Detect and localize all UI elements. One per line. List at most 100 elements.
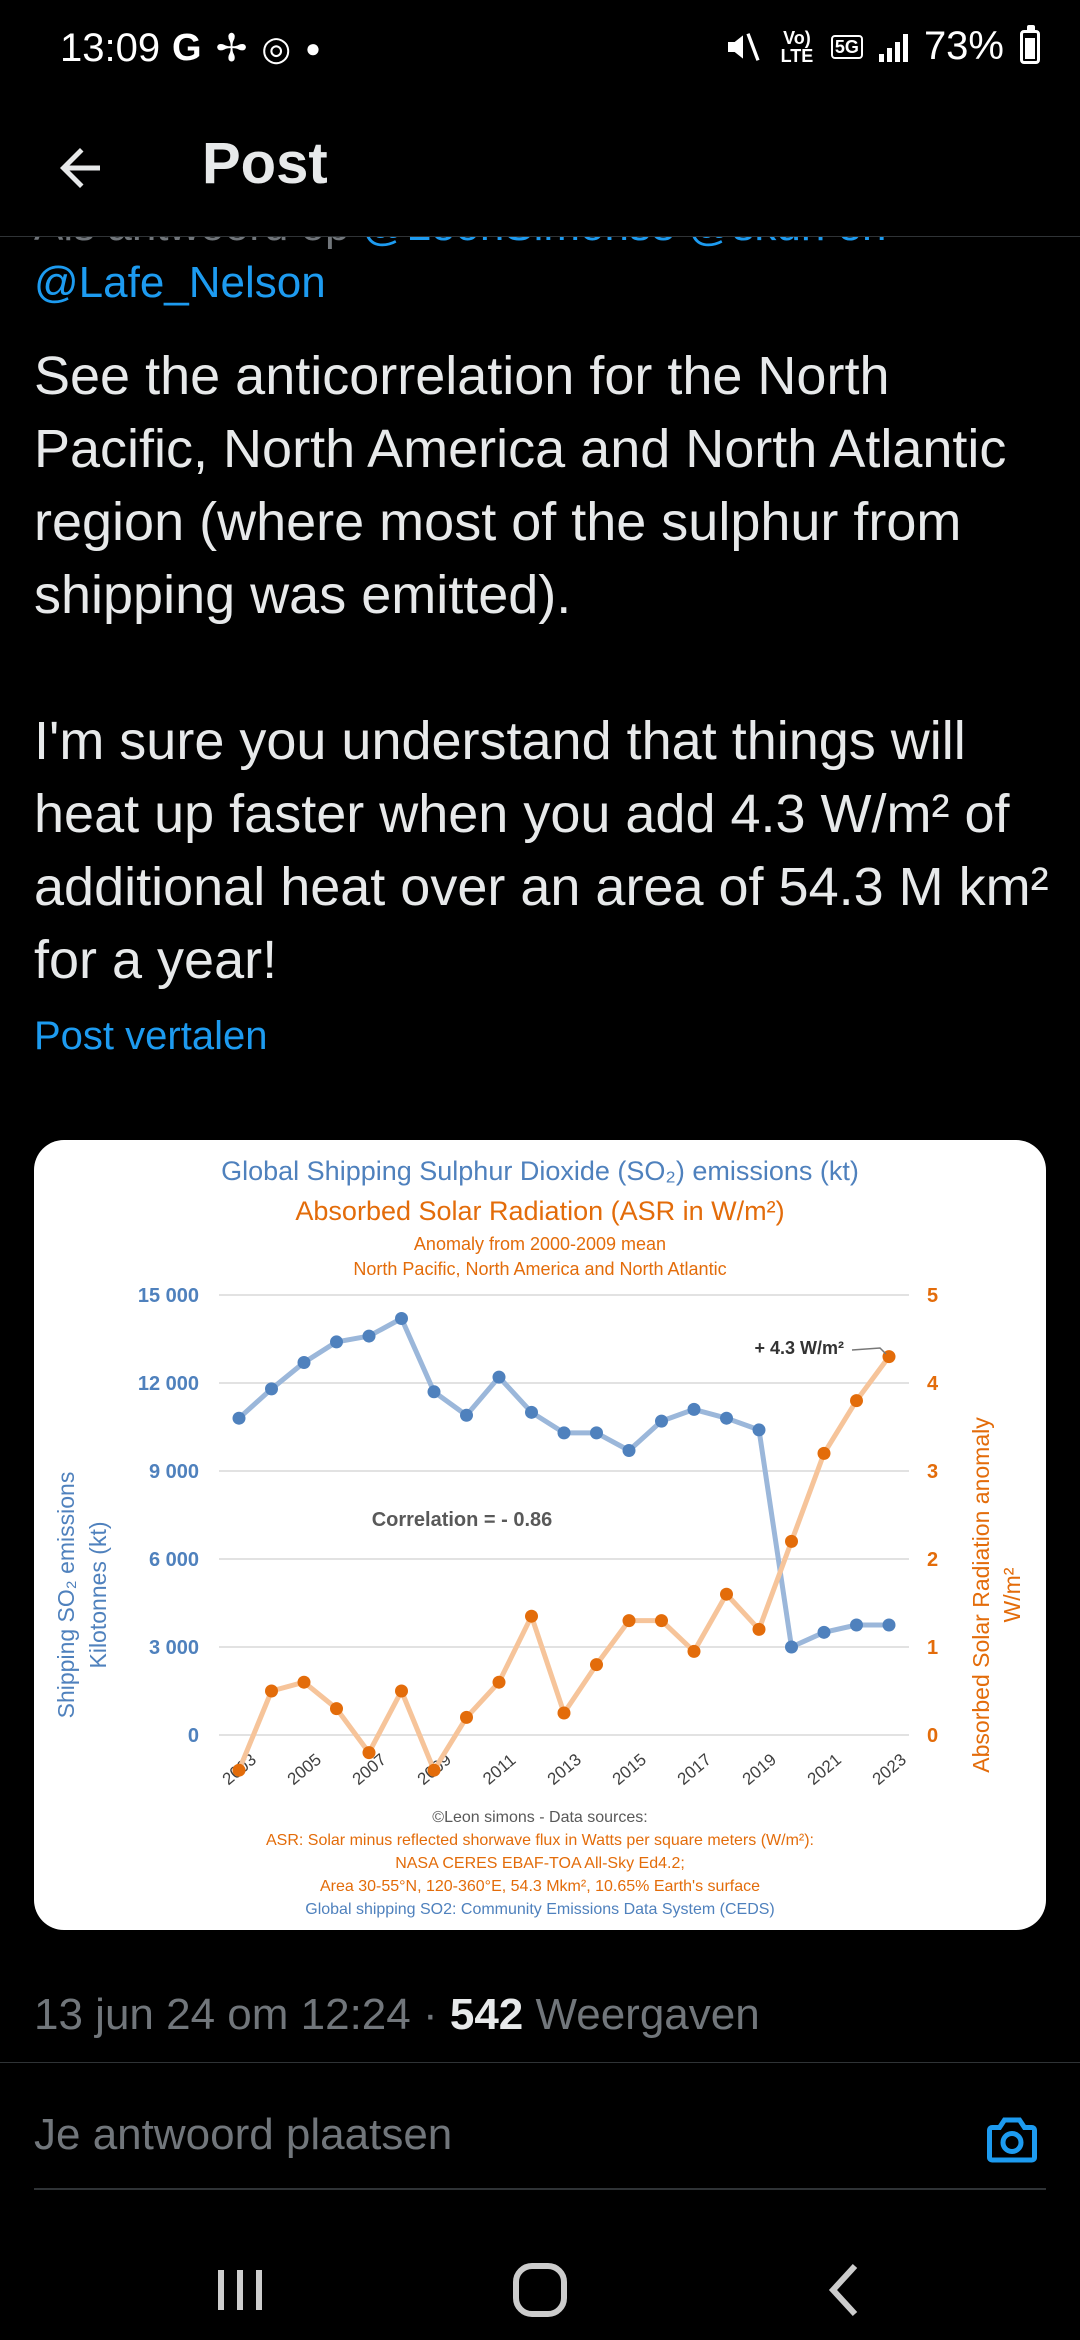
footer-asr-1: ASR: Solar minus reflected shorwave flux… [266,1832,814,1849]
x-tick-label: 2013 [544,1750,585,1789]
left-tick-label: 12 000 [138,1373,199,1395]
camera-icon[interactable] [982,2110,1042,2170]
data-point-right [622,1614,636,1628]
back-icon[interactable] [805,2250,885,2330]
page-title: Post [202,131,328,196]
data-point-left [557,1426,571,1440]
right-axis-ticks: 0 1 2 3 4 5 [927,1285,939,1747]
data-point-right [557,1706,571,1720]
data-point-right [395,1684,408,1698]
chart-subtitle: Absorbed Solar Radiation (ASR in W/m²) [295,1196,784,1226]
x-tick-label: 2005 [284,1750,325,1789]
data-point-right [297,1675,311,1689]
left-axis-label-2: Kilotonnes (kt) [85,1521,111,1668]
data-point-left [752,1423,766,1437]
data-point-left [850,1618,863,1632]
x-tick-label: 2023 [869,1750,910,1789]
mute-icon [727,32,760,61]
battery-percent: 73% [923,24,1004,68]
chart-title: Global Shipping Sulphur Dioxide (SO₂) em… [221,1156,859,1186]
left-axis-label-1: Shipping SO₂ emissions [53,1472,79,1719]
data-point-right [492,1675,506,1689]
top-app-bar: Post [0,100,1080,237]
reply-underline [34,2188,1046,2190]
x-tick-label: 2019 [739,1750,780,1789]
data-point-left [720,1411,733,1425]
views-count: 542 [449,1990,524,2039]
reply-input[interactable] [34,2110,934,2160]
data-point-right [460,1710,473,1724]
home-icon[interactable] [500,2250,580,2330]
data-point-left [265,1382,278,1396]
chart-subtitle3: North Pacific, North America and North A… [353,1259,726,1279]
data-point-right [265,1684,278,1698]
data-point-left [395,1311,408,1325]
right-tick-label: 0 [927,1725,938,1747]
series-line-left [237,1316,889,1650]
status-left-icons: G ✢ ◎ ● [172,26,321,71]
post-timestamp: 13 jun 24 om 12:24 · [34,1990,450,2039]
data-point-left [687,1402,701,1416]
status-bar: 13:09 G ✢ ◎ ● Vo) LTE 5G 73% [0,0,1080,100]
data-point-right [687,1644,701,1658]
data-point-right [817,1446,831,1460]
data-point-left [882,1618,896,1632]
right-tick-label: 5 [927,1285,938,1307]
system-nav-bar [0,2220,1080,2340]
x-axis-ticks: 2003200520072009201120132015201720192021… [219,1750,910,1789]
data-point-right [362,1746,376,1760]
status-time: 13:09 [60,26,161,70]
post-image-chart[interactable]: Global Shipping Sulphur Dioxide (SO₂) em… [34,1140,1046,1930]
battery-level [1025,38,1035,59]
data-point-left [622,1443,636,1457]
footer-credit: ©Leon simons - Data sources: [432,1809,647,1826]
volte-icon: Vo) LTE [780,27,814,66]
translate-post-link[interactable]: Post vertalen [34,1014,268,1058]
status-right: Vo) LTE 5G 73% [723,24,1040,69]
x-tick-label: 2017 [674,1750,715,1789]
back-arrow-icon[interactable] [50,138,110,198]
google-icon: G [172,27,202,69]
dot-icon: ● [305,33,321,63]
data-point-left [785,1640,798,1654]
post-meta: 13 jun 24 om 12:24 · 542 Weergaven [34,1990,760,2040]
data-point-right [655,1614,668,1628]
right-tick-label: 1 [927,1637,938,1659]
left-tick-label: 3 000 [149,1637,199,1659]
last-value-annotation: + 4.3 W/m² [754,1338,844,1358]
chart-gridlines [219,1294,909,1736]
right-tick-label: 2 [927,1549,938,1571]
data-point-right [232,1763,246,1777]
data-point-right [785,1534,798,1548]
data-point-right [525,1609,538,1623]
left-axis-ticks: 0 3 000 6 000 9 000 12 000 15 000 [138,1285,199,1747]
pinwheel-icon: ✢ [215,28,248,70]
data-point-left [817,1625,831,1639]
footer-asr-2: NASA CERES EBAF-TOA All-Sky Ed4.2; [395,1855,685,1872]
data-point-left [590,1426,603,1440]
data-point-left [655,1414,668,1428]
x-tick-label: 2015 [609,1750,650,1789]
right-tick-label: 3 [927,1461,938,1483]
data-point-left [525,1405,538,1419]
x-tick-label: 2011 [479,1750,519,1788]
data-point-right [330,1702,343,1716]
battery-icon [1020,24,1040,64]
data-point-left [330,1335,343,1349]
right-axis-label-1: Absorbed Solar Radiation anomaly [968,1417,994,1773]
left-tick-label: 0 [188,1725,199,1747]
footer-so2: Global shipping SO2: Community Emissions… [305,1901,775,1918]
data-point-left [427,1385,441,1399]
left-tick-label: 6 000 [149,1549,199,1571]
mention-link-lafe[interactable]: @Lafe_Nelson [34,258,326,307]
data-point-right [720,1587,733,1601]
data-point-left [297,1355,311,1369]
chart-series [232,1311,896,1777]
views-label: Weergaven [523,1990,760,2039]
data-point-right [590,1658,603,1672]
chart-svg: Global Shipping Sulphur Dioxide (SO₂) em… [53,1156,1025,1918]
check-circle-icon: ◎ [261,29,292,68]
recent-apps-icon[interactable] [200,2250,280,2330]
x-tick-label: 2021 [804,1750,845,1789]
right-tick-label: 4 [927,1373,939,1395]
